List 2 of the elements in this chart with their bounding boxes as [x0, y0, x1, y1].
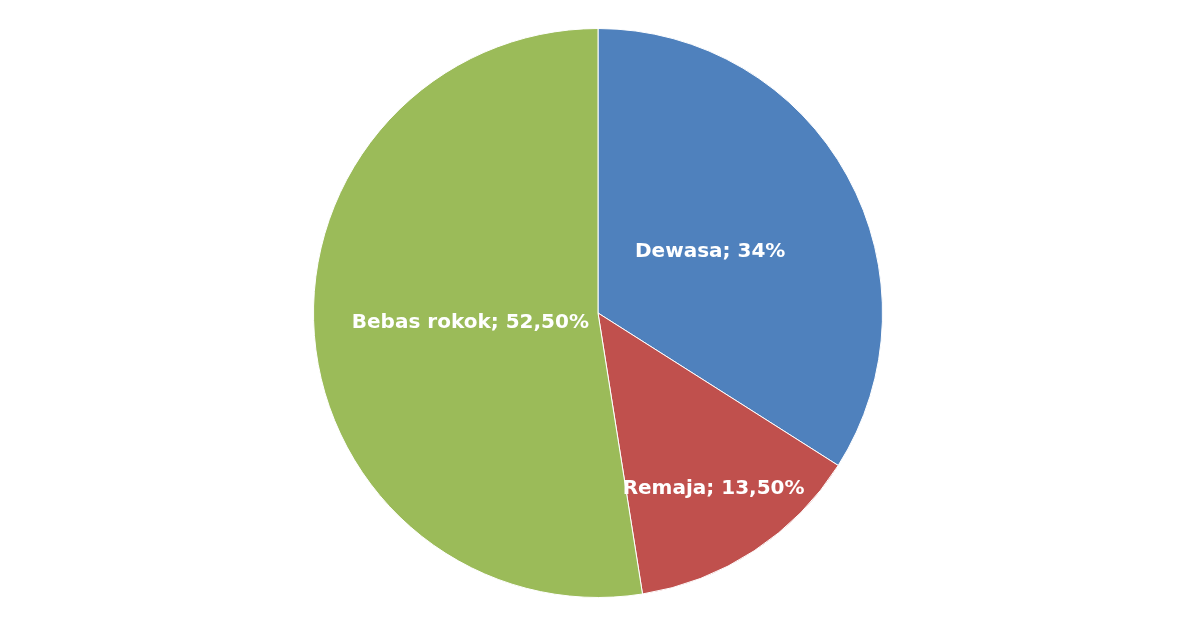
slice-label: Bebas rokok; 52,50% — [351, 309, 589, 334]
slice-label: Dewasa; 34% — [635, 237, 786, 262]
